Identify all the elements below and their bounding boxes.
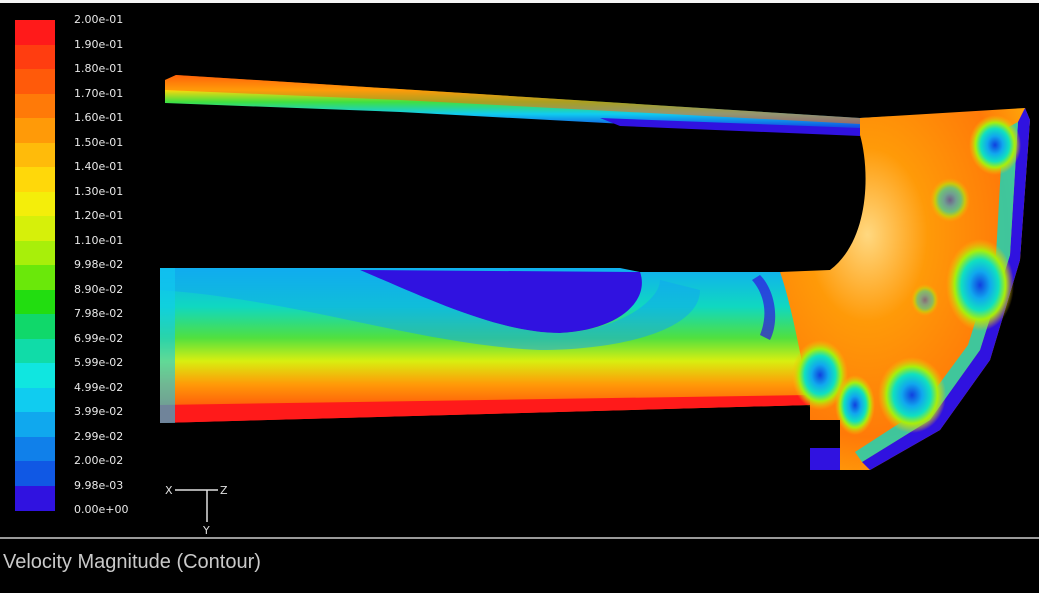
legend-swatch [15, 44, 55, 70]
legend-tick-label: 3.99e-02 [74, 405, 124, 418]
legend-tick-label: 9.98e-03 [74, 478, 124, 492]
legend-swatch [15, 93, 55, 119]
legend-tick-label: 5.99e-02 [74, 356, 124, 369]
legend-swatch [15, 265, 55, 290]
legend-swatch [15, 485, 55, 511]
lower-channel [160, 268, 810, 423]
legend-swatch [15, 118, 55, 143]
legend-swatch [15, 314, 55, 339]
legend-swatch [15, 363, 55, 388]
legend-tick-label: 0.00e+00 [74, 503, 129, 516]
caption-divider [0, 537, 1039, 539]
top-border [0, 0, 1039, 3]
contour-viewport[interactable]: 2.00e-01 1.90e-01 1.80e-01 1.70e-01 1.60e-01… [0, 0, 1039, 537]
legend-swatch [15, 436, 55, 462]
velocity-contour-plot [160, 75, 1030, 470]
legend-tick-label: 2.00e-01 [74, 13, 124, 26]
legend-swatch [15, 387, 55, 413]
legend-swatch [15, 216, 55, 241]
legend-tick-label: 1.60e-01 [74, 111, 124, 124]
legend-swatch [15, 167, 55, 192]
legend-tick-label: 1.30e-01 [74, 184, 124, 198]
legend-tick-label: 6.99e-02 [74, 331, 124, 345]
caption-bar: Velocity Magnitude (Contour) [0, 539, 1039, 593]
color-legend [15, 20, 55, 511]
legend-tick-label: 7.98e-02 [74, 307, 124, 320]
legend-tick-label: 4.99e-02 [74, 380, 124, 394]
axis-y-label: Y [202, 524, 210, 537]
legend-swatch [15, 412, 55, 437]
plot-caption: Velocity Magnitude (Contour) [3, 551, 261, 573]
legend-swatch [15, 338, 55, 364]
legend-swatch [15, 142, 55, 168]
legend-swatch [15, 191, 55, 217]
legend-swatch [15, 20, 55, 45]
legend-swatch [15, 240, 55, 266]
outlet-step [810, 420, 840, 470]
legend-tick-label: 1.40e-01 [74, 160, 124, 173]
legend-tick-label: 1.80e-01 [74, 62, 124, 75]
upper-channel [165, 75, 1025, 136]
axis-triad: X Z Y [165, 484, 228, 537]
legend-tick-label: 1.50e-01 [74, 135, 124, 149]
legend-tick-label: 1.70e-01 [74, 86, 124, 100]
axis-z-label: Z [220, 484, 228, 497]
legend-swatch [15, 461, 55, 486]
legend-tick-label: 2.00e-02 [74, 454, 124, 467]
legend-tick-label: 1.10e-01 [74, 233, 124, 247]
legend-tick-label: 1.90e-01 [74, 37, 124, 51]
legend-swatch [15, 69, 55, 94]
legend-tick-label: 8.90e-02 [74, 282, 124, 296]
axis-x-label: X [165, 484, 173, 497]
legend-tick-label: 1.20e-01 [74, 209, 124, 222]
vortex-cells [792, 115, 1021, 435]
legend-tick-label: 9.98e-02 [74, 258, 124, 271]
legend-tick-label: 2.99e-02 [74, 429, 124, 443]
legend-swatch [15, 289, 55, 315]
